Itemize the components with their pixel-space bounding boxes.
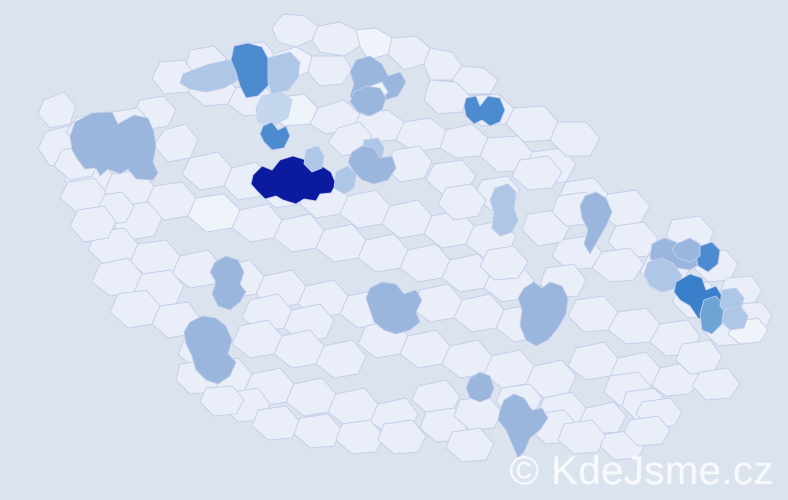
district-shaded[interactable] [490, 184, 518, 236]
district-shaded[interactable] [672, 238, 700, 262]
district-base[interactable] [592, 248, 644, 282]
district-shaded[interactable] [580, 192, 612, 254]
district-base[interactable] [188, 194, 240, 232]
district-base[interactable] [200, 386, 244, 416]
district-base[interactable] [452, 66, 498, 94]
district-base[interactable] [356, 28, 392, 60]
district-shaded[interactable] [464, 96, 505, 126]
district-shaded[interactable] [268, 52, 300, 94]
district-base[interactable] [378, 420, 426, 454]
district-shaded[interactable] [366, 282, 422, 334]
district-shaded[interactable] [231, 43, 272, 98]
district-base[interactable] [438, 184, 486, 220]
district-shaded[interactable] [348, 146, 396, 184]
district-base[interactable] [692, 368, 740, 400]
district-base[interactable] [336, 420, 384, 454]
district-shaded[interactable] [466, 372, 494, 402]
district-base[interactable] [272, 14, 318, 47]
district-shaded[interactable] [256, 92, 292, 126]
district-shaded[interactable] [334, 166, 356, 194]
district-base[interactable] [440, 124, 488, 158]
district-shaded[interactable] [304, 146, 324, 172]
district-base[interactable] [446, 428, 494, 462]
district-base[interactable] [624, 416, 670, 446]
district-base[interactable] [316, 340, 366, 378]
district-shaded[interactable] [722, 306, 748, 330]
district-base[interactable] [312, 22, 360, 56]
district-base[interactable] [294, 414, 342, 448]
district-base[interactable] [38, 92, 76, 128]
district-shaded[interactable] [184, 316, 236, 384]
district-shaded[interactable] [498, 394, 548, 458]
district-base[interactable] [308, 56, 352, 86]
district-base[interactable] [550, 122, 600, 156]
district-shaded[interactable] [210, 256, 246, 310]
value-district-layer [70, 43, 748, 458]
district-base[interactable] [388, 36, 430, 70]
district-base[interactable] [512, 156, 562, 190]
district-shaded[interactable] [350, 86, 386, 116]
district-base[interactable] [480, 246, 528, 280]
district-shaded[interactable] [260, 122, 290, 150]
district-shaded[interactable] [70, 112, 158, 180]
district-shaded[interactable] [700, 296, 724, 334]
district-base[interactable] [252, 406, 300, 440]
district-shaded[interactable] [180, 60, 240, 92]
district-base[interactable] [154, 124, 198, 162]
district-hotspot[interactable] [251, 156, 336, 204]
district-base[interactable] [558, 420, 606, 454]
district-shaded[interactable] [518, 282, 568, 346]
district-base[interactable] [70, 206, 116, 242]
